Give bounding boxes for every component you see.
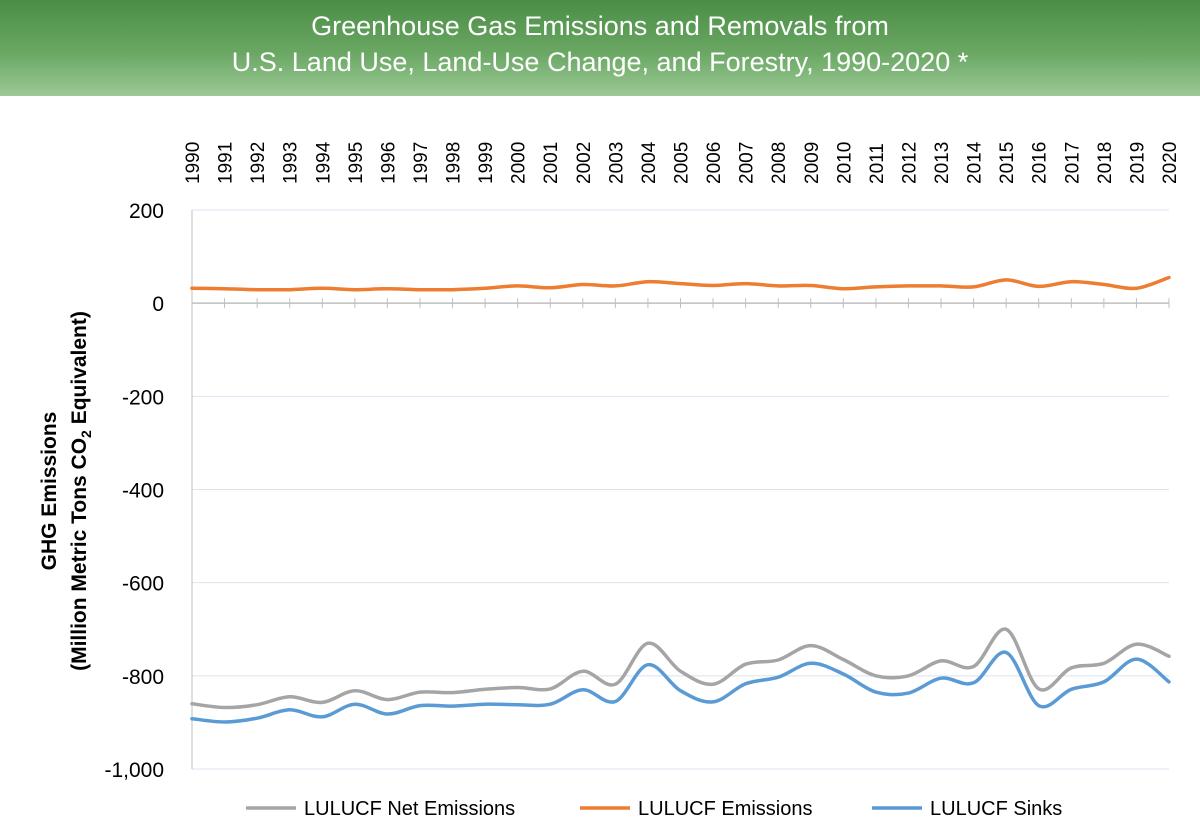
y-axis-title-line-2: (Million Metric Tons CO2 Equivalent): [68, 311, 94, 671]
x-axis: 1990 1991 1992 1993 1994 1995 1996 1997 1998 1999…: [183, 141, 1181, 309]
y-tick-label: 0: [152, 293, 164, 316]
x-tick-label: 1990: [183, 142, 204, 184]
x-tick-label: 1993: [281, 142, 302, 184]
x-tick-label: 2001: [541, 142, 562, 184]
x-tick-label: 2000: [509, 142, 530, 184]
x-tick-label: 2004: [639, 141, 660, 184]
x-tick-label: 2018: [1095, 142, 1116, 184]
x-tick-label: 2010: [834, 142, 855, 184]
x-tick-label: 1995: [346, 142, 367, 184]
y-tick-label: -800: [122, 666, 164, 689]
y-axis-title: GHG Emissions (Million Metric Tons CO2 E…: [38, 311, 94, 671]
x-tick-label: 2020: [1160, 142, 1181, 184]
y-tick-label: -400: [122, 480, 164, 503]
y-tick-label: 200: [129, 200, 164, 223]
y-axis-title-line-1: GHG Emissions: [38, 412, 61, 571]
x-tick-label: 2006: [704, 142, 725, 184]
y-tick-label: -1,000: [104, 759, 164, 782]
y-axis-title-subscript: 2: [78, 430, 94, 438]
chart-title-banner: Greenhouse Gas Emissions and Removals fr…: [0, 0, 1200, 96]
y-axis: 200 0 -200 -400 -600 -800 -1,000: [104, 200, 193, 782]
x-tick-label: 2011: [867, 143, 888, 184]
legend-item-lulucf-sinks: LULUCF Sinks: [872, 798, 1062, 820]
x-tick-label: 2015: [997, 142, 1018, 184]
x-tick-label: 1991: [216, 142, 237, 184]
legend-item-lulucf-emissions: LULUCF Emissions: [580, 798, 812, 820]
chart-title-line-1: Greenhouse Gas Emissions and Removals fr…: [311, 11, 889, 41]
x-tick-label: 1992: [248, 142, 269, 184]
series-line-lulucf-sinks: [190, 650, 1171, 724]
gridlines: [192, 209, 1169, 770]
x-tick-label: 2009: [802, 142, 823, 184]
x-tick-label: 1997: [411, 142, 432, 184]
x-tick-label: 2017: [1062, 142, 1083, 184]
y-tick-label: -200: [122, 386, 164, 409]
series-layer: [190, 275, 1171, 724]
legend-label: LULUCF Emissions: [638, 798, 812, 820]
x-tick-label: 2013: [932, 142, 953, 184]
x-tick-label: 1998: [444, 142, 465, 184]
x-tick-label: 2002: [574, 142, 595, 184]
x-tick-label: 1999: [476, 142, 497, 184]
x-tick-label: 1996: [378, 142, 399, 184]
x-tick-label: 2003: [606, 142, 627, 184]
x-tick-label: 2019: [1127, 142, 1148, 184]
x-tick-label: 2014: [965, 141, 986, 184]
legend-label: LULUCF Sinks: [930, 798, 1062, 820]
x-tick-label: 2016: [1030, 142, 1051, 184]
y-tick-label: -600: [122, 573, 164, 596]
legend-label: LULUCF Net Emissions: [304, 798, 515, 820]
y-axis-title-prefix: (Million Metric Tons CO: [68, 438, 91, 671]
x-tick-label: 2012: [899, 142, 920, 184]
x-tick-label: 2007: [737, 142, 758, 184]
series-line-lulucf-net-emissions: [190, 627, 1171, 710]
y-axis-title-suffix: Equivalent): [68, 311, 91, 430]
chart-title-line-2: U.S. Land Use, Land-Use Change, and Fore…: [231, 47, 969, 77]
x-tick-label: 2008: [769, 142, 790, 184]
x-tick-label: 1994: [313, 141, 334, 184]
series-line-lulucf-emissions: [190, 275, 1171, 292]
legend-item-lulucf-net-emissions: LULUCF Net Emissions: [246, 798, 515, 820]
line-chart: 1990 1991 1992 1993 1994 1995 1996 1997 1998 1999…: [38, 141, 1181, 820]
x-tick-label: 2005: [672, 142, 693, 184]
legend: LULUCF Net Emissions LULUCF Emissions LULU…: [246, 798, 1062, 820]
